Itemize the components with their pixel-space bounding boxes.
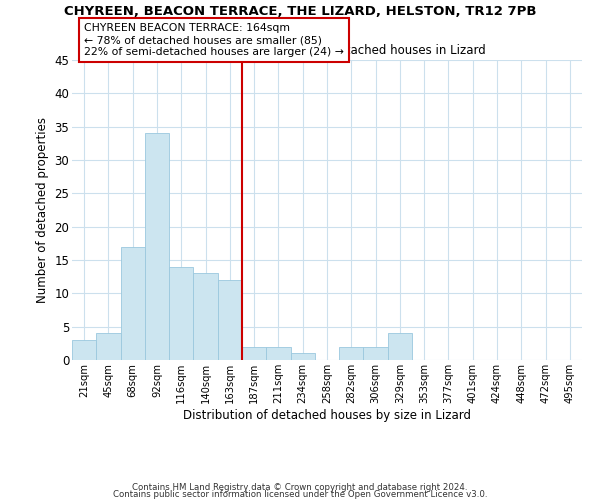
Bar xyxy=(169,266,193,360)
Bar xyxy=(364,346,388,360)
Bar xyxy=(339,346,364,360)
Bar xyxy=(193,274,218,360)
Text: CHYREEN BEACON TERRACE: 164sqm
← 78% of detached houses are smaller (85)
22% of : CHYREEN BEACON TERRACE: 164sqm ← 78% of … xyxy=(84,24,344,56)
Title: Size of property relative to detached houses in Lizard: Size of property relative to detached ho… xyxy=(169,44,485,58)
Bar xyxy=(218,280,242,360)
Bar xyxy=(96,334,121,360)
Bar xyxy=(290,354,315,360)
Bar xyxy=(145,134,169,360)
Text: CHYREEN, BEACON TERRACE, THE LIZARD, HELSTON, TR12 7PB: CHYREEN, BEACON TERRACE, THE LIZARD, HEL… xyxy=(64,5,536,18)
Bar xyxy=(121,246,145,360)
Y-axis label: Number of detached properties: Number of detached properties xyxy=(36,117,49,303)
Text: Contains HM Land Registry data © Crown copyright and database right 2024.: Contains HM Land Registry data © Crown c… xyxy=(132,484,468,492)
Bar xyxy=(266,346,290,360)
X-axis label: Distribution of detached houses by size in Lizard: Distribution of detached houses by size … xyxy=(183,408,471,422)
Text: Contains public sector information licensed under the Open Government Licence v3: Contains public sector information licen… xyxy=(113,490,487,499)
Bar xyxy=(242,346,266,360)
Bar xyxy=(72,340,96,360)
Bar xyxy=(388,334,412,360)
